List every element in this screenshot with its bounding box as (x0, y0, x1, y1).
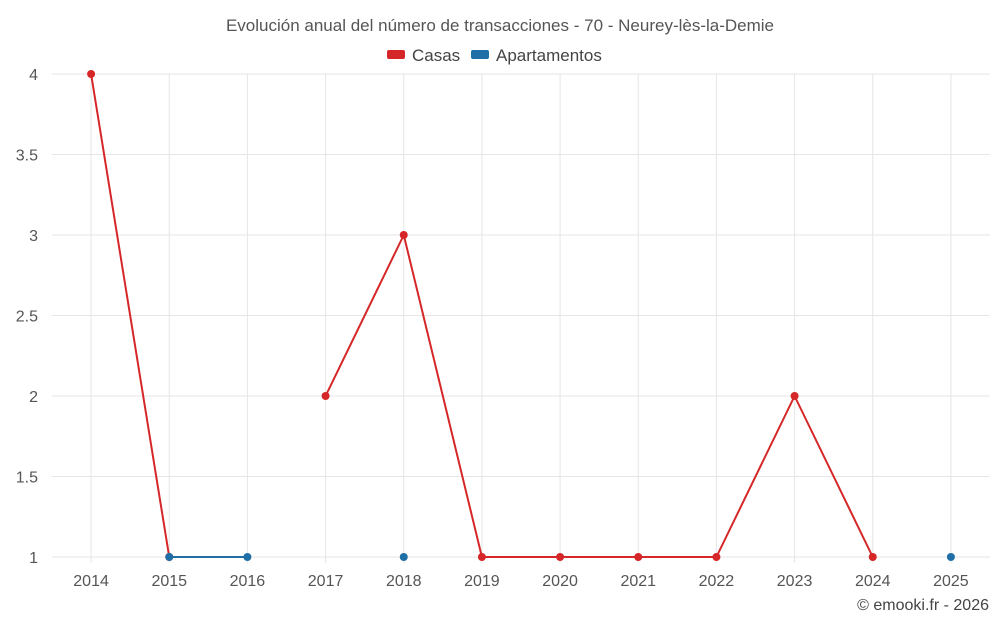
y-tick-label: 1 (29, 550, 38, 567)
series-apartamentos (165, 553, 955, 561)
x-tick-label: 2020 (542, 573, 578, 590)
data-point-casas[interactable] (87, 70, 96, 78)
x-tick-label: 2015 (151, 573, 187, 590)
x-tick-label: 2019 (464, 573, 500, 590)
x-tick-label: 2017 (308, 573, 344, 590)
legend-label-apartamentos: Apartamentos (496, 46, 602, 65)
series-line-casas (324, 234, 874, 558)
data-point-apartamentos[interactable] (399, 553, 408, 561)
series-line-casas (90, 73, 171, 558)
chart-title: Evolución anual del número de transaccio… (226, 16, 774, 35)
y-axis-ticks: 1 1.5 2 2.5 3 3.5 4 (16, 67, 38, 567)
credit-text: © emooki.fr - 2026 (857, 597, 989, 614)
data-point-casas[interactable] (790, 392, 799, 400)
x-tick-label: 2025 (933, 573, 969, 590)
x-tick-label: 2024 (855, 573, 891, 590)
legend-swatch-casas (387, 50, 405, 59)
data-point-casas[interactable] (634, 553, 643, 561)
data-series (87, 70, 955, 561)
x-axis-ticks: 2014 2015 2016 2017 2018 2019 2020 2021 2022 2023… (73, 573, 969, 590)
data-point-casas[interactable] (477, 553, 486, 561)
x-tick-label: 2023 (777, 573, 813, 590)
data-point-casas[interactable] (321, 392, 330, 400)
y-tick-label: 1.5 (16, 470, 38, 487)
data-point-casas[interactable] (399, 231, 408, 239)
chart-legend: Casas Apartamentos (387, 46, 602, 65)
x-tick-label: 2018 (386, 573, 422, 590)
x-tick-label: 2016 (230, 573, 266, 590)
data-point-apartamentos[interactable] (165, 553, 174, 561)
y-tick-label: 3 (29, 228, 38, 245)
data-point-casas[interactable] (712, 553, 721, 561)
y-tick-label: 4 (29, 67, 38, 84)
data-point-apartamentos[interactable] (946, 553, 955, 561)
x-tick-label: 2021 (620, 573, 656, 590)
y-tick-label: 3.5 (16, 148, 38, 165)
legend-label-casas: Casas (412, 46, 460, 65)
data-point-casas[interactable] (868, 553, 877, 561)
legend-swatch-apartamentos (471, 50, 489, 59)
grid-lines (52, 73, 990, 563)
data-point-apartamentos[interactable] (243, 553, 252, 561)
x-tick-label: 2014 (73, 573, 109, 590)
data-point-casas[interactable] (556, 553, 565, 561)
y-tick-label: 2.5 (16, 309, 38, 326)
x-tick-label: 2022 (699, 573, 735, 590)
y-tick-label: 2 (29, 389, 38, 406)
